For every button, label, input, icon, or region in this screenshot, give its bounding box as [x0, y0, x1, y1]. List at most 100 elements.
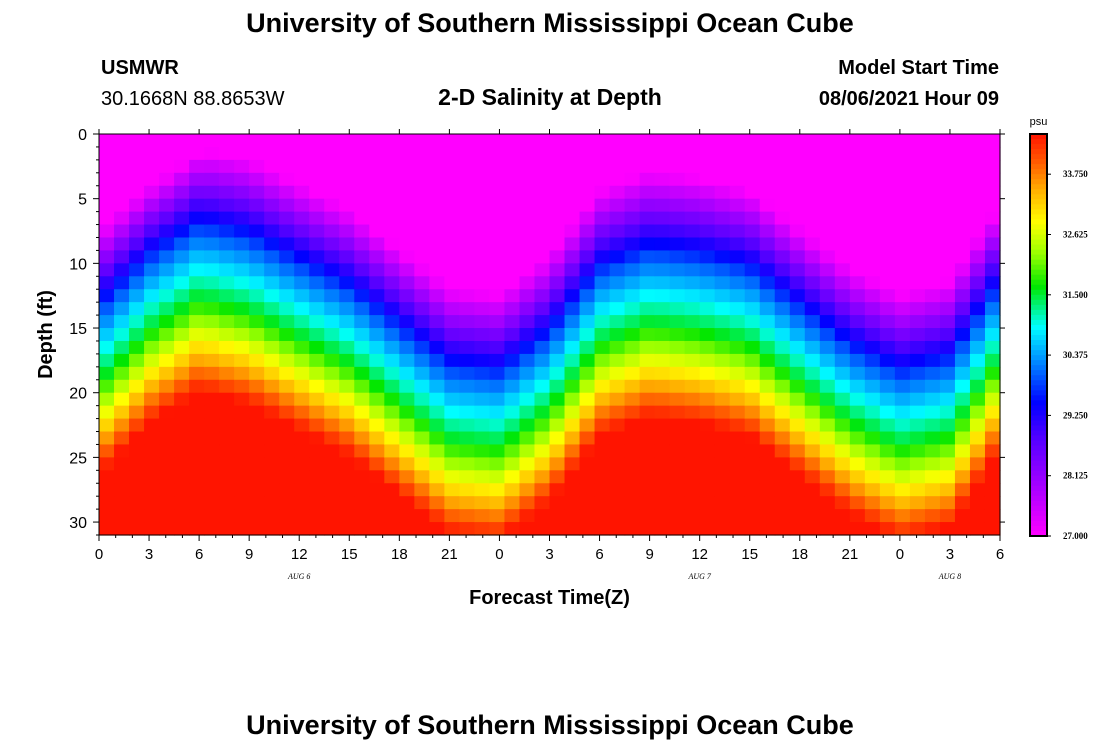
heatmap-cell [564, 224, 581, 239]
heatmap-cell [519, 483, 536, 497]
heatmap-cell [369, 211, 385, 226]
heatmap-cell [894, 496, 911, 510]
heatmap-cell [849, 134, 866, 148]
heatmap-cell [774, 328, 791, 342]
heatmap-cell [744, 431, 761, 446]
heatmap-cell [294, 263, 310, 277]
heatmap-cell [759, 276, 776, 290]
heatmap-cell [819, 431, 836, 446]
heatmap-cell [924, 185, 941, 200]
heatmap-cell [939, 392, 956, 407]
heatmap-cell [399, 509, 415, 523]
colorbar-segment [1030, 480, 1047, 487]
heatmap-cell [699, 185, 716, 200]
heatmap-cell [504, 146, 521, 161]
heatmap-cell [714, 185, 731, 200]
heatmap-cell [324, 185, 340, 200]
heatmap-cell [579, 353, 596, 368]
heatmap-cell [429, 146, 445, 161]
heatmap-cell [909, 172, 926, 187]
heatmap-cell [729, 340, 746, 355]
heatmap-cell [369, 185, 385, 200]
heatmap-cell [444, 431, 460, 446]
heatmap-cell [879, 496, 896, 510]
heatmap-cell [549, 250, 566, 264]
heatmap-cell [969, 134, 986, 148]
heatmap-cell [129, 392, 145, 407]
heatmap-cell [444, 366, 460, 381]
heatmap-cell [399, 328, 415, 342]
heatmap-cell [729, 134, 746, 148]
heatmap-cell [549, 198, 566, 213]
heatmap-cell [354, 379, 370, 394]
heatmap-cell [534, 146, 551, 161]
heatmap-cell [459, 483, 476, 497]
heatmap-cell [774, 405, 791, 420]
heatmap-cell [954, 328, 971, 342]
heatmap-cell [579, 392, 596, 407]
heatmap-cell [144, 418, 160, 433]
heatmap-cell [444, 315, 460, 329]
heatmap-cell [549, 302, 566, 316]
heatmap-cell [339, 496, 355, 510]
heatmap-cell [654, 328, 671, 342]
heatmap-cell [939, 159, 956, 174]
heatmap-cell [264, 159, 280, 174]
heatmap-cell [384, 134, 400, 148]
heatmap-cell [264, 366, 280, 381]
heatmap-cell [669, 263, 686, 277]
heatmap-cell [804, 366, 821, 381]
heatmap-cell [174, 405, 190, 420]
heatmap-cell [639, 431, 656, 446]
heatmap-cell [279, 353, 295, 368]
heatmap-cell [414, 198, 430, 213]
heatmap-cell [744, 302, 761, 316]
heatmap-cell [429, 522, 445, 536]
heatmap-cell [654, 418, 671, 433]
heatmap-cell [189, 379, 205, 394]
heatmap-cell [924, 353, 941, 368]
heatmap-cell [909, 431, 926, 446]
heatmap-cell [159, 366, 175, 381]
heatmap-cell [129, 379, 145, 394]
heatmap-cell [294, 134, 310, 148]
heatmap-cell [399, 276, 415, 290]
heatmap-cell [924, 470, 941, 484]
heatmap-cell [294, 392, 310, 407]
heatmap-cell [204, 405, 220, 420]
heatmap-cell [354, 315, 370, 329]
heatmap-cell [774, 198, 791, 213]
heatmap-cell [429, 134, 445, 148]
heatmap-cell [789, 470, 806, 484]
heatmap-cell [759, 418, 776, 433]
heatmap-cell [474, 250, 491, 264]
heatmap-cell [774, 418, 791, 433]
heatmap-cell [624, 483, 641, 497]
heatmap-cell [804, 224, 821, 239]
heatmap-cell [444, 159, 460, 174]
heatmap-cell [594, 250, 611, 264]
heatmap-cell [954, 198, 971, 213]
heatmap-cell [864, 353, 881, 368]
heatmap-cell [924, 211, 941, 226]
heatmap-cell [564, 211, 581, 226]
heatmap-cell [759, 289, 776, 303]
heatmap-cell [159, 198, 175, 213]
heatmap-cell [864, 211, 881, 226]
heatmap-cell [879, 250, 896, 264]
heatmap-cell [624, 431, 641, 446]
heatmap-cell [714, 418, 731, 433]
heatmap-cell [804, 315, 821, 329]
heatmap-cell [189, 522, 205, 536]
heatmap-cell [279, 444, 295, 458]
heatmap-cell [864, 366, 881, 381]
heatmap-cell [384, 522, 400, 536]
heatmap-cell [249, 444, 265, 458]
heatmap-cell [339, 185, 355, 200]
heatmap-cell [654, 353, 671, 368]
heatmap-cell [459, 263, 476, 277]
heatmap-cell [219, 379, 235, 394]
y-tick-label: 15 [69, 321, 87, 338]
heatmap-cell [864, 457, 881, 471]
heatmap-cell [249, 405, 265, 420]
